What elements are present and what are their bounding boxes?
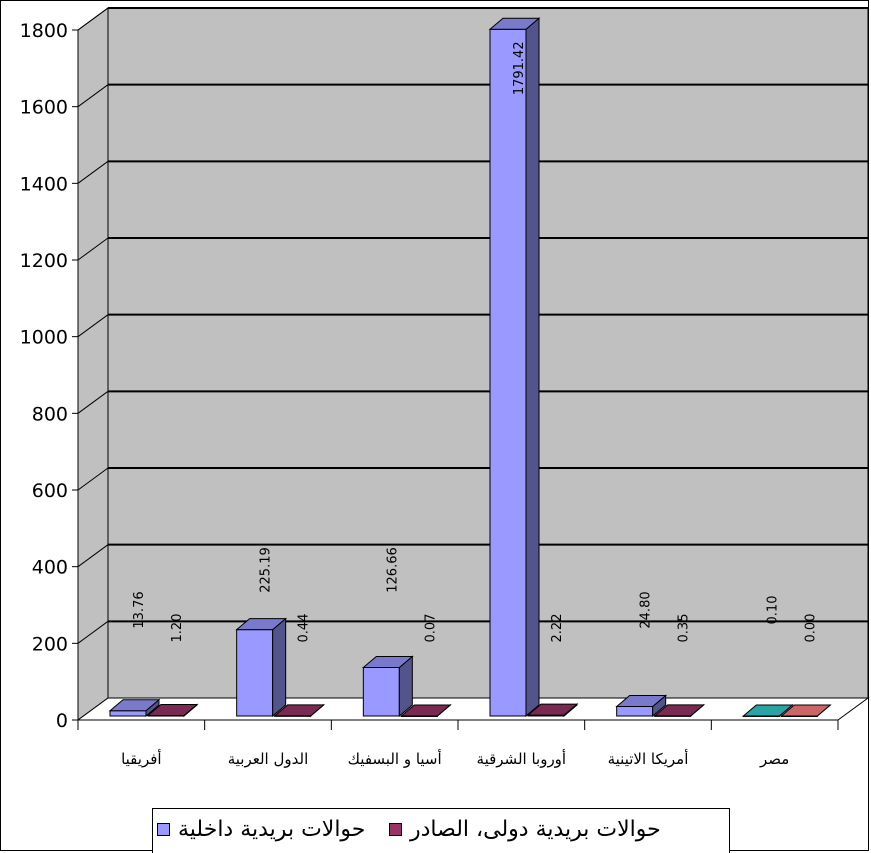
legend-swatch-international: [389, 823, 402, 836]
bar-top: [779, 704, 832, 717]
gridline-side: [77, 160, 109, 184]
x-tick-label: أوروبا الشرقية: [477, 749, 567, 768]
x-tick-label: مصر: [759, 750, 789, 768]
y-tick-label: 600: [32, 480, 68, 502]
data-label: 13.76: [132, 591, 147, 628]
data-label: 1791.42: [512, 41, 527, 95]
x-tick-label: الدول العربية: [228, 750, 309, 768]
y-tick-label: 400: [32, 557, 68, 579]
data-label: 0.10: [765, 596, 780, 625]
bar-top: [273, 704, 326, 717]
data-label: 2.22: [550, 614, 565, 643]
back-wall: [107, 7, 869, 699]
bar-top: [488, 17, 541, 30]
y-tick-label: 1000: [20, 327, 68, 349]
bar-top: [653, 704, 706, 717]
bar: [489, 28, 527, 717]
data-label: 0.35: [677, 614, 692, 643]
bar-top: [361, 655, 414, 668]
data-label: 0.44: [297, 614, 312, 643]
y-tick-label: 0: [56, 710, 68, 732]
bar-top: [741, 704, 794, 717]
bar: [109, 710, 147, 717]
legend-label-international: حوالات بريدية دولى، الصادر: [410, 817, 661, 842]
data-label: 1.20: [170, 614, 185, 643]
data-label: 225.19: [259, 547, 274, 593]
y-tick-label: 1400: [20, 173, 68, 195]
data-label: 24.80: [639, 591, 654, 628]
bar-top: [235, 618, 288, 631]
bar: [236, 629, 274, 717]
bar-side: [525, 17, 540, 718]
x-tick-label: أفريقيا: [121, 749, 161, 768]
data-label: 126.66: [385, 547, 400, 593]
gridline-side: [77, 390, 109, 414]
legend-swatch-internal: [157, 823, 170, 836]
gridline-side: [77, 237, 109, 261]
gridline-side: [77, 7, 109, 31]
side-wall: [77, 7, 109, 721]
bar-top: [615, 694, 668, 707]
y-tick-label: 1800: [20, 20, 68, 42]
bar: [616, 705, 654, 717]
gridline-side: [77, 544, 109, 568]
bar-top: [108, 699, 161, 712]
y-tick-label: 200: [32, 633, 68, 655]
legend-item-internal: حوالات بريدية داخلية: [157, 817, 365, 842]
legend-label-internal: حوالات بريدية داخلية: [178, 817, 366, 842]
data-label: 0.07: [423, 614, 438, 643]
y-tick-label: 800: [32, 403, 68, 425]
gridline-side: [77, 467, 109, 491]
y-tick-label: 1600: [20, 97, 68, 119]
y-tick-label: 1200: [20, 250, 68, 272]
gridline-side: [77, 84, 109, 108]
x-tick-label: أمريكا الاتينية: [608, 749, 689, 768]
legend: حوالات بريدية داخلية حوالات بريدية دولى،…: [152, 808, 730, 853]
bar-top: [399, 704, 452, 717]
bar-top: [146, 704, 199, 717]
x-tick-label: أسيا و البسفيك: [348, 749, 442, 768]
gridline-side: [77, 314, 109, 338]
gridline-side: [77, 620, 109, 644]
bar-side: [272, 617, 287, 718]
legend-item-international: حوالات بريدية دولى، الصادر: [389, 817, 661, 842]
bar-top: [526, 703, 579, 716]
bar: [362, 666, 400, 717]
data-label: 0.00: [803, 614, 818, 643]
